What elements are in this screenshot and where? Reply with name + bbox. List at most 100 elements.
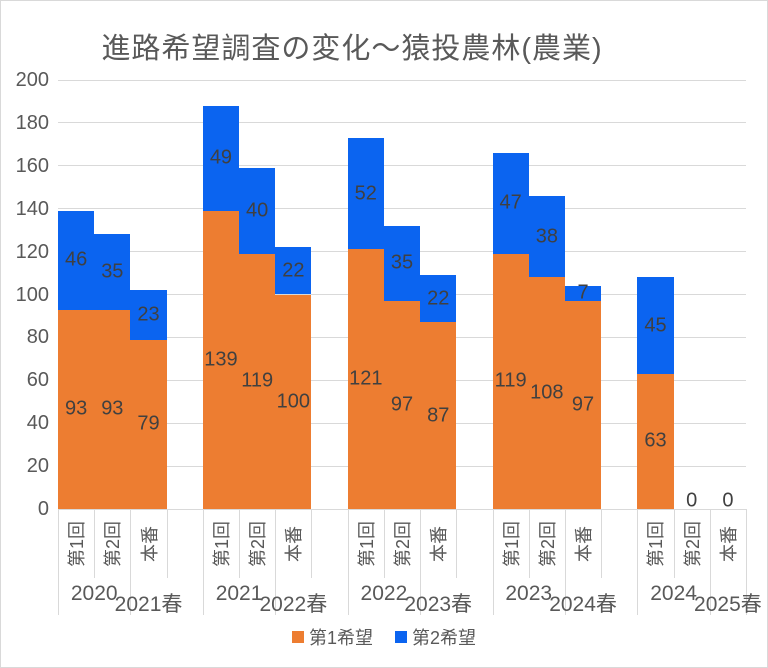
legend-swatch-first-choice-icon [291,631,304,643]
data-label-first-choice: 97 [571,393,595,416]
x-axis-subcategory-label: 第1回 [348,512,384,575]
data-label-first-choice: 87 [427,404,450,427]
category-divider [564,509,566,615]
x-axis-group-label-year: 2024 [650,582,697,605]
category-divider [528,509,530,578]
x-axis-subcategory-text: 本番 [718,525,739,562]
data-label-first-choice: 93 [64,397,88,420]
y-axis-tick-label: 60 [26,369,49,392]
x-axis-subcategory-label: 第2回 [384,512,420,575]
bar-segment-first-choice[interactable] [130,339,167,509]
data-label-first-choice: 119 [494,369,527,392]
data-label-first-choice: 119 [241,369,274,392]
legend-item-first-choice[interactable]: 第1希望 [291,624,373,650]
bar-segment-first-choice[interactable] [347,249,384,509]
y-axis-tick-label: 200 [15,69,49,91]
category-divider [275,509,277,615]
y-axis-tick-label: 180 [15,111,49,134]
category-divider [746,509,747,615]
category-divider [202,509,204,615]
x-axis-subcategory-text: 第2回 [103,520,124,567]
category-divider [383,509,385,578]
bar-segment-first-choice[interactable] [94,309,131,509]
data-label-first-choice: 79 [137,412,160,435]
bar-segment-second-choice[interactable] [420,275,457,323]
y-axis-tick-label: 140 [15,197,49,220]
category-divider [637,509,639,615]
bar-segment-first-choice[interactable] [58,309,95,509]
bar-segment-first-choice[interactable] [420,322,457,509]
data-label-first-choice: 63 [644,429,667,452]
chart-title: 進路希望調査の変化～猿投農林(農業) [101,33,603,65]
gridline [58,122,746,124]
x-axis-group-label-spring: 2023春 [404,593,473,616]
bar-segment-first-choice[interactable] [383,300,421,509]
x-axis-subcategory-label: 本番 [275,512,311,575]
category-divider [673,509,675,578]
x-axis-subcategory-label: 第2回 [239,512,275,575]
bar-segment-first-choice[interactable] [564,300,602,509]
x-axis-subcategory-label: 本番 [710,512,746,575]
category-divider [58,509,59,615]
data-label-first-choice: 108 [530,381,564,404]
data-label-second-choice: 46 [64,248,88,271]
category-divider [239,509,241,578]
bar-segment-first-choice[interactable] [239,253,276,509]
data-label-first-choice: 0 [722,489,734,512]
data-label-second-choice: 47 [499,191,522,214]
bar-segment-first-choice[interactable] [637,373,674,509]
x-axis-group-label-spring: 2025春 [694,593,762,616]
y-axis-tick-label: 80 [26,326,49,349]
x-axis-subcategory-label: 第1回 [203,512,239,575]
bar-segment-second-choice[interactable] [94,234,131,310]
data-label-second-choice: 52 [354,182,377,205]
bar-segment-first-choice[interactable] [528,277,565,509]
x-axis-group-label-year: 2022 [360,582,408,605]
x-axis-group-label-year: 2021 [215,582,263,605]
x-axis-subcategory-text: 第1回 [211,520,232,567]
bar-segment-second-choice[interactable] [239,167,276,254]
x-axis-group-label-year: 2020 [70,582,118,605]
bar-segment-first-choice[interactable] [275,294,312,509]
category-divider [94,509,96,578]
bar-segment-second-choice[interactable] [528,195,565,278]
x-axis-subcategory-text: 第2回 [392,520,413,567]
bar-segment-first-choice[interactable] [202,210,240,509]
bar-segment-second-choice[interactable] [492,152,529,254]
gridline [58,208,746,210]
bar-segment-first-choice[interactable] [492,253,529,509]
bar-segment-second-choice[interactable] [130,290,167,340]
bar-segment-second-choice[interactable] [564,285,602,301]
x-axis-subcategory-label: 第2回 [94,512,130,575]
data-label-first-choice: 139 [204,348,238,371]
data-label-first-choice: 100 [276,390,311,413]
bar-segment-second-choice[interactable] [275,247,312,295]
bar-segment-second-choice[interactable] [347,137,384,250]
x-axis-group-label-spring: 2024春 [549,593,617,616]
gridline [58,79,746,81]
x-axis-subcategory-text: 第1回 [501,520,522,567]
x-axis-subcategory-text: 本番 [574,525,595,562]
y-axis-tick-label: 100 [15,283,49,306]
bar-segment-second-choice[interactable] [58,210,95,310]
data-label-second-choice: 23 [137,303,160,326]
x-axis-subcategory-label: 第2回 [529,512,565,575]
x-axis-subcategory-label: 第1回 [58,512,94,575]
x-axis-subcategory-text: 第2回 [248,520,269,567]
x-axis-subcategory-text: 第1回 [646,520,667,567]
x-axis-subcategory-label: 本番 [565,512,601,575]
data-label-second-choice: 22 [427,287,450,310]
bar-segment-second-choice[interactable] [202,105,240,211]
legend-label-second-choice: 第2希望 [412,628,477,648]
legend-item-second-choice[interactable]: 第2希望 [395,624,476,650]
bar-segment-second-choice[interactable] [637,277,674,374]
x-axis-group-label-spring: 2021春 [114,593,183,616]
category-divider [166,509,168,578]
x-axis-subcategory-text: 第2回 [682,520,703,567]
bar-segment-second-choice[interactable] [383,225,421,301]
y-axis-tick-label: 120 [15,240,49,263]
x-axis-subcategory-text: 第1回 [356,520,377,567]
category-divider [456,509,458,578]
data-label-second-choice: 45 [644,314,667,337]
category-divider [492,509,494,615]
